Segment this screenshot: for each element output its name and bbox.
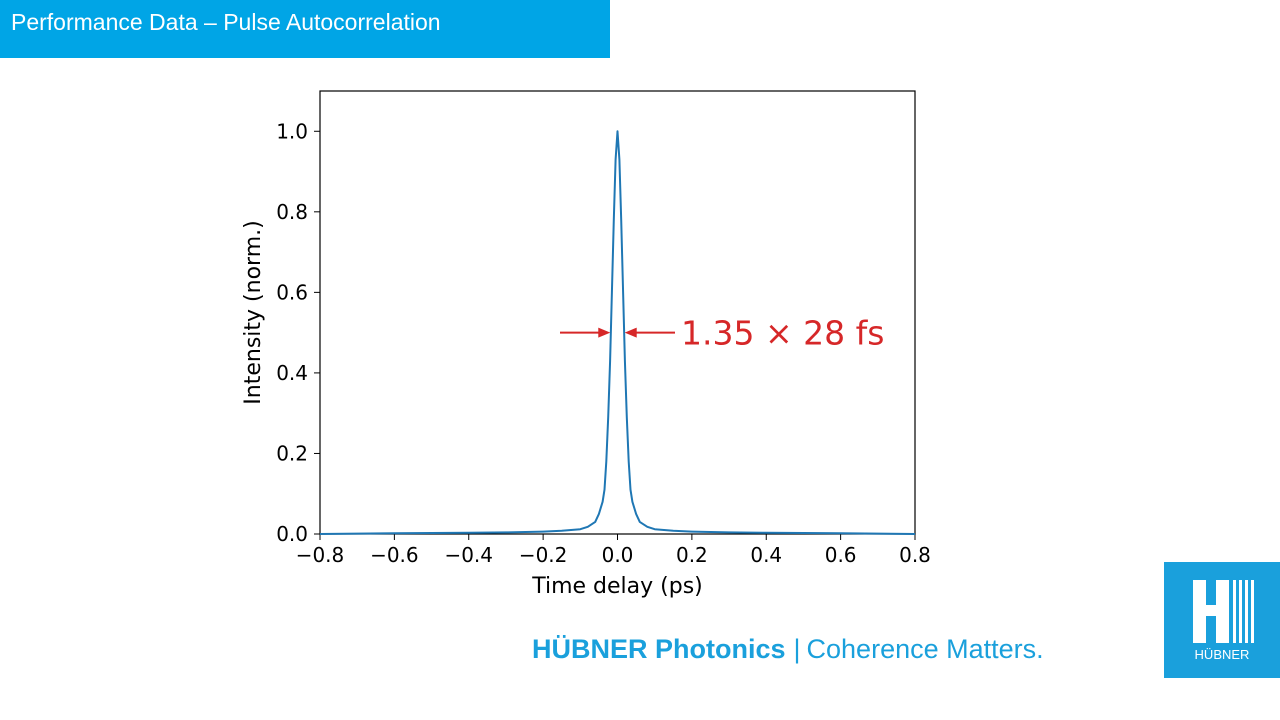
y-tick-label: 0.6 <box>276 280 308 304</box>
footer-slogan: Coherence Matters. <box>806 634 1044 664</box>
x-tick-label: 0.2 <box>676 543 708 567</box>
plot-frame <box>319 90 916 535</box>
x-tick-label: −0.6 <box>370 543 419 567</box>
y-tick-label: 0.2 <box>276 441 308 465</box>
y-tick-label: 1.0 <box>276 119 308 143</box>
y-axis-label: Intensity (norm.) <box>241 220 266 404</box>
annotation-arrowhead-left <box>598 327 611 338</box>
page-title: Performance Data – Pulse Autocorrelation <box>11 9 441 35</box>
y-tick-label: 0.4 <box>276 361 308 385</box>
x-tick-label: −0.4 <box>444 543 493 567</box>
company-logo: HÜBNER <box>1164 562 1280 678</box>
footer-brand: HÜBNER Photonics <box>532 634 786 664</box>
annotation-label: 1.35 × 28 fs <box>681 314 884 353</box>
series-line <box>319 130 916 535</box>
x-tick-label: 0.0 <box>602 543 634 567</box>
x-axis-label: Time delay (ps) <box>531 574 703 599</box>
footer-tagline: HÜBNER Photonics | Coherence Matters. <box>532 632 1044 666</box>
logo-mark-icon <box>1193 580 1254 643</box>
annotation-arrowhead-right <box>624 327 637 338</box>
x-tick-label: 0.6 <box>825 543 857 567</box>
x-tick-label: 0.8 <box>899 543 931 567</box>
y-tick-label: 0.0 <box>276 522 308 546</box>
y-tick-label: 0.8 <box>276 200 308 224</box>
x-tick-label: 0.4 <box>750 543 782 567</box>
footer-separator: | <box>793 634 801 664</box>
title-bar: Performance Data – Pulse Autocorrelation <box>0 0 610 58</box>
x-tick-label: −0.8 <box>296 543 345 567</box>
x-tick-label: −0.2 <box>519 543 568 567</box>
logo-text: HÜBNER <box>1194 647 1250 662</box>
